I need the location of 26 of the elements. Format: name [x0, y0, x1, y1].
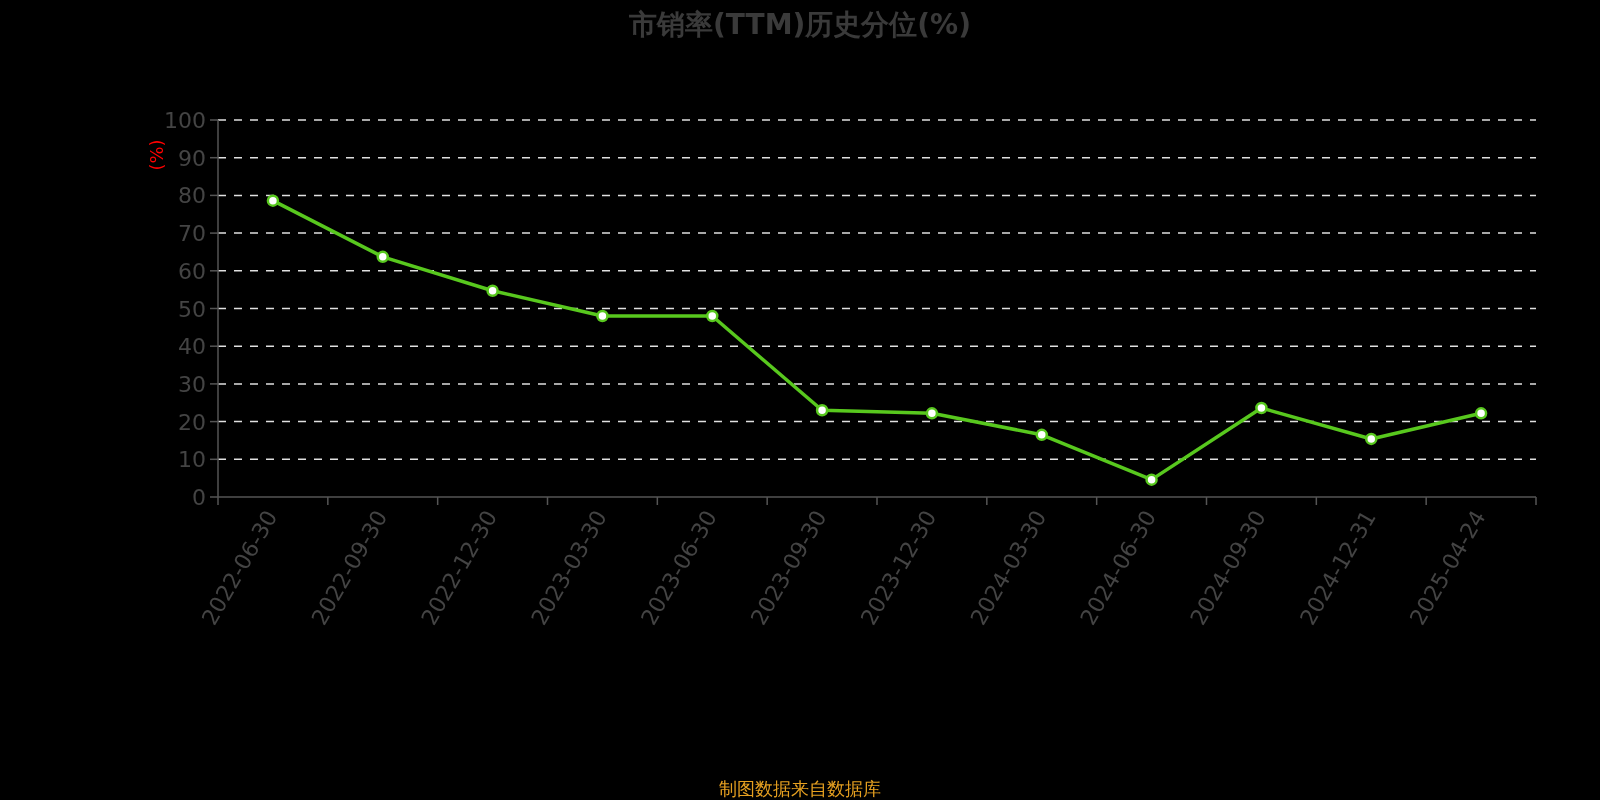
point — [925, 407, 939, 420]
chart-title: 市销率(TTM)历史分位(%) — [628, 8, 971, 41]
y-tick-label: 40 — [178, 334, 206, 360]
y-tick-label: 10 — [178, 447, 206, 473]
point — [596, 309, 609, 323]
y-tick-label: 100 — [164, 108, 206, 133]
y-axis-title: (%) — [146, 139, 167, 171]
point — [1365, 432, 1378, 446]
point — [706, 309, 719, 323]
point — [1255, 401, 1268, 415]
point — [1035, 428, 1048, 442]
y-tick-label: 30 — [178, 371, 206, 397]
point — [376, 250, 389, 264]
y-tick-label: 80 — [178, 183, 206, 209]
y-tick-label: 0 — [192, 485, 206, 510]
text: 制图数据来自数据库 — [719, 778, 881, 799]
point — [815, 404, 829, 417]
point — [486, 284, 499, 298]
y-tick-label: 20 — [178, 409, 206, 435]
point — [266, 194, 280, 207]
point — [1474, 407, 1488, 420]
y-tick-label: 50 — [178, 296, 206, 322]
y-tick-label: 70 — [178, 221, 206, 247]
y-tick-label: 60 — [178, 258, 206, 284]
y-tick-label: 90 — [178, 145, 206, 171]
point — [1145, 473, 1158, 486]
